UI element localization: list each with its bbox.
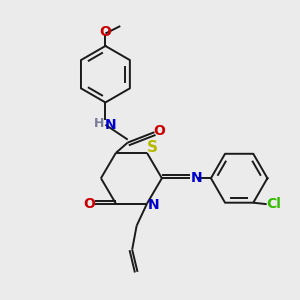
Text: S: S: [147, 140, 158, 155]
Text: O: O: [153, 124, 165, 138]
Text: H: H: [94, 117, 104, 130]
Text: Cl: Cl: [266, 197, 281, 211]
Text: O: O: [83, 196, 95, 211]
Text: O: O: [100, 25, 111, 39]
Text: N: N: [105, 118, 117, 132]
Text: N: N: [190, 171, 202, 185]
Text: N: N: [148, 198, 159, 212]
